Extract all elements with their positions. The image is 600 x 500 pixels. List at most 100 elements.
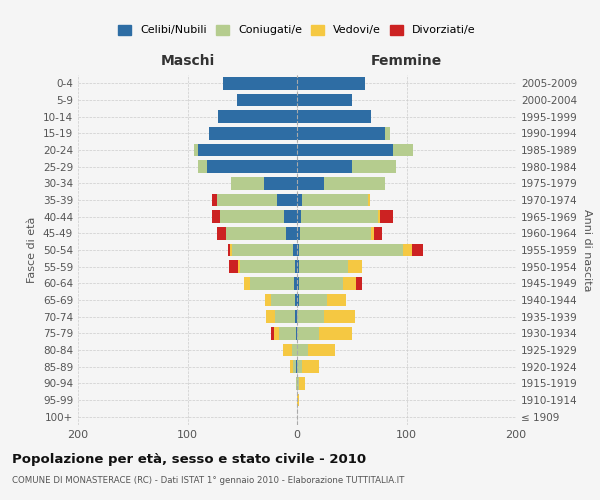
Bar	[265, 294, 271, 306]
Bar	[299, 277, 343, 289]
Bar	[194, 144, 199, 156]
Bar	[295, 260, 297, 273]
Bar	[290, 360, 293, 373]
Bar	[297, 327, 319, 340]
Bar	[326, 294, 346, 306]
Text: COMUNE DI MONASTERACE (RC) - Dati ISTAT 1° gennaio 2010 - Elaborazione TUTTITALI: COMUNE DI MONASTERACE (RC) - Dati ISTAT …	[12, 476, 404, 485]
Bar	[380, 210, 394, 223]
Bar	[378, 210, 380, 223]
Bar	[286, 227, 297, 239]
Bar	[297, 244, 299, 256]
Bar	[266, 310, 275, 323]
Bar	[412, 244, 423, 256]
Bar	[319, 327, 352, 340]
Bar	[212, 194, 217, 206]
Bar	[296, 377, 297, 390]
Bar	[302, 360, 319, 373]
Bar	[300, 227, 371, 239]
Bar	[299, 260, 349, 273]
Text: Maschi: Maschi	[160, 54, 215, 68]
Bar	[308, 344, 335, 356]
Bar	[385, 127, 390, 140]
Bar	[299, 377, 305, 390]
Text: Popolazione per età, sesso e stato civile - 2010: Popolazione per età, sesso e stato civil…	[12, 452, 366, 466]
Bar	[374, 227, 382, 239]
Bar	[302, 194, 368, 206]
Bar	[240, 260, 295, 273]
Bar	[217, 227, 226, 239]
Bar	[297, 210, 301, 223]
Bar	[199, 144, 297, 156]
Bar	[297, 127, 385, 140]
Bar	[325, 177, 385, 190]
Bar	[297, 277, 299, 289]
Bar	[296, 360, 297, 373]
Bar	[352, 160, 395, 173]
Bar	[232, 177, 264, 190]
Text: Femmine: Femmine	[371, 54, 442, 68]
Y-axis label: Fasce di età: Fasce di età	[28, 217, 37, 283]
Bar	[297, 227, 300, 239]
Bar	[297, 77, 365, 90]
Bar	[218, 110, 297, 123]
Bar	[209, 127, 297, 140]
Bar	[299, 244, 403, 256]
Bar	[297, 177, 325, 190]
Bar	[349, 260, 362, 273]
Bar	[212, 210, 220, 223]
Bar	[356, 277, 362, 289]
Bar	[297, 310, 325, 323]
Bar	[274, 327, 280, 340]
Bar	[297, 194, 302, 206]
Bar	[293, 244, 297, 256]
Bar	[297, 360, 302, 373]
Bar	[297, 394, 299, 406]
Bar	[297, 160, 352, 173]
Bar	[217, 194, 277, 206]
Bar	[293, 360, 296, 373]
Legend: Celibi/Nubili, Coniugati/e, Vedovi/e, Divorziati/e: Celibi/Nubili, Coniugati/e, Vedovi/e, Di…	[118, 24, 476, 36]
Bar	[284, 210, 297, 223]
Bar	[199, 160, 207, 173]
Bar	[220, 210, 284, 223]
Bar	[297, 344, 308, 356]
Bar	[229, 260, 238, 273]
Bar	[371, 227, 374, 239]
Bar	[250, 277, 294, 289]
Bar	[283, 344, 292, 356]
Bar	[403, 244, 412, 256]
Bar	[277, 194, 297, 206]
Bar	[280, 327, 296, 340]
Bar	[301, 210, 378, 223]
Bar	[394, 144, 413, 156]
Bar	[294, 277, 297, 289]
Bar	[295, 294, 297, 306]
Bar	[292, 344, 297, 356]
Bar	[230, 244, 232, 256]
Bar	[297, 94, 352, 106]
Bar	[297, 294, 299, 306]
Bar	[297, 260, 299, 273]
Bar	[228, 244, 230, 256]
Bar	[271, 294, 295, 306]
Bar	[295, 310, 297, 323]
Bar	[271, 327, 274, 340]
Bar	[238, 260, 240, 273]
Bar	[297, 110, 371, 123]
Bar	[226, 227, 286, 239]
Y-axis label: Anni di nascita: Anni di nascita	[581, 209, 592, 291]
Bar	[296, 327, 297, 340]
Bar	[325, 310, 355, 323]
Bar	[244, 277, 250, 289]
Bar	[232, 244, 293, 256]
Bar	[207, 160, 297, 173]
Bar	[223, 77, 297, 90]
Bar	[264, 177, 297, 190]
Bar	[297, 144, 394, 156]
Bar	[343, 277, 356, 289]
Bar	[275, 310, 295, 323]
Bar	[299, 294, 326, 306]
Bar	[297, 377, 299, 390]
Bar	[237, 94, 297, 106]
Bar	[368, 194, 370, 206]
